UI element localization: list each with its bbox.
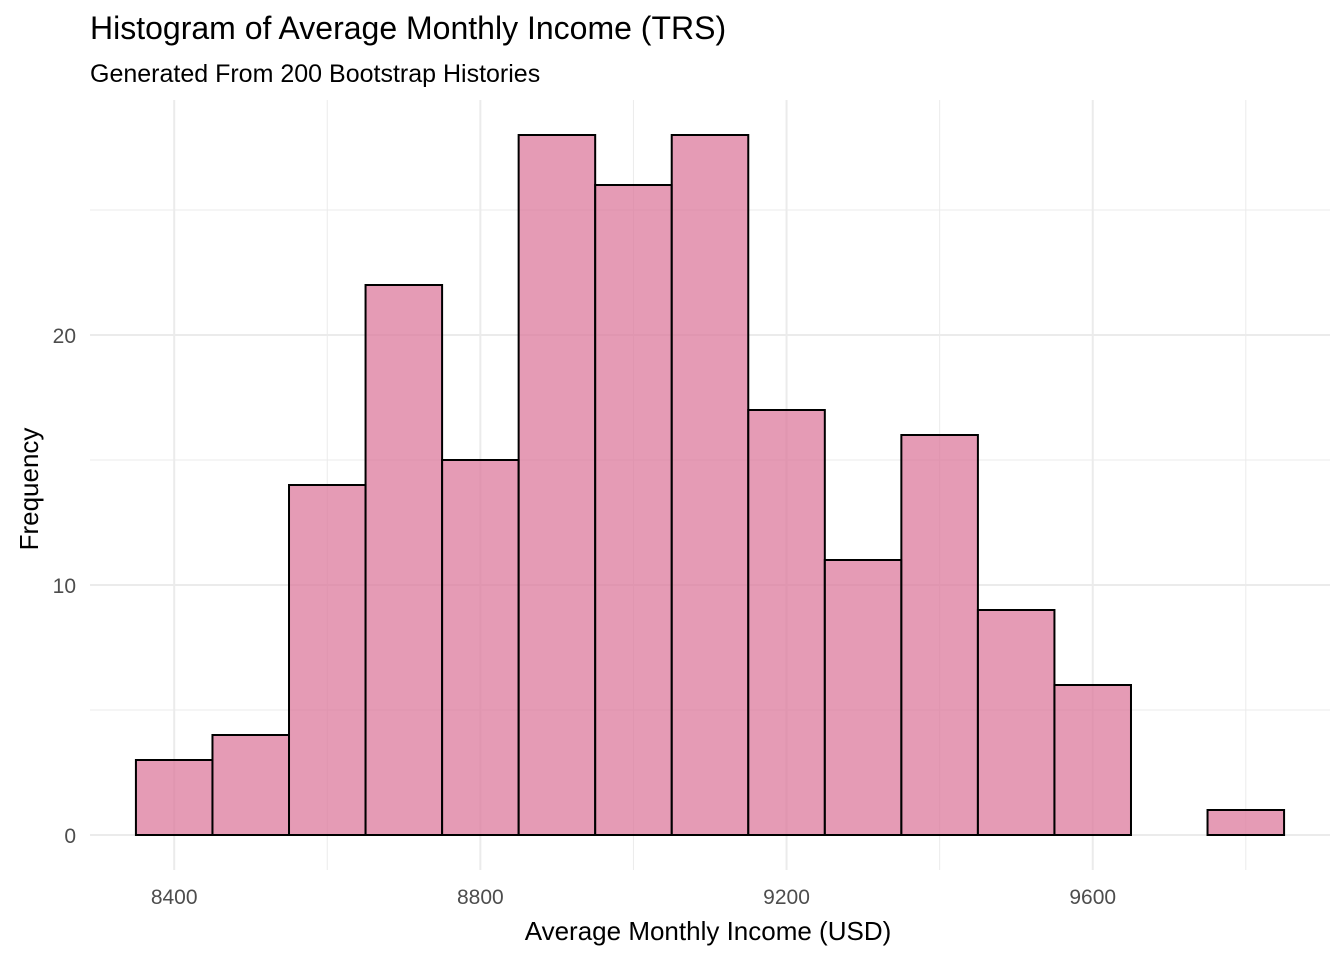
x-tick-label: 9600 <box>1069 886 1116 909</box>
histogram-bar: 9550–9650: 6 <box>1053 684 1132 836</box>
y-axis-label: Frequency <box>14 428 44 551</box>
histogram-bar: 8650–8750: 22 <box>364 284 444 836</box>
x-tick-label: 9200 <box>763 886 810 909</box>
histogram-bar: 9250–9350: 11 <box>823 559 903 836</box>
chart-subtitle: Generated From 200 Bootstrap Histories <box>90 60 541 88</box>
x-tick-label: 8800 <box>457 886 504 909</box>
histogram-bars: 8350–8450: 38450–8550: 48550–8650: 14865… <box>134 134 1286 836</box>
chart-title: Histogram of Average Monthly Income (TRS… <box>90 10 727 46</box>
y-tick-label: 10 <box>53 575 76 598</box>
histogram-bar: 9350–9450: 16 <box>900 434 979 836</box>
histogram-bar: 8350–8450: 3 <box>134 759 214 836</box>
histogram-bar: 8450–8550: 4 <box>211 734 291 836</box>
histogram-bar: 8750–8850: 15 <box>441 459 520 836</box>
histogram-bar: 9050–9150: 28 <box>670 134 750 836</box>
histogram-bar: 8550–8650: 14 <box>288 484 367 836</box>
histogram-bar: 8850–8950: 28 <box>517 134 597 836</box>
x-tick-label: 8400 <box>151 886 198 909</box>
y-tick-label: 20 <box>53 325 76 348</box>
x-axis-label: Average Monthly Income (USD) <box>525 916 892 946</box>
y-tick-label: 0 <box>64 825 76 848</box>
tick-labels: 8400 8800 9200 9600 0 10 20 <box>53 325 1116 909</box>
histogram-bar: 9150–9250: 17 <box>747 409 826 836</box>
histogram-bar: 9750–9850: 1 <box>1206 809 1286 836</box>
histogram-bar: 9450–9550: 9 <box>976 609 1056 836</box>
histogram-bar: 8950–9050: 26 <box>594 184 673 836</box>
